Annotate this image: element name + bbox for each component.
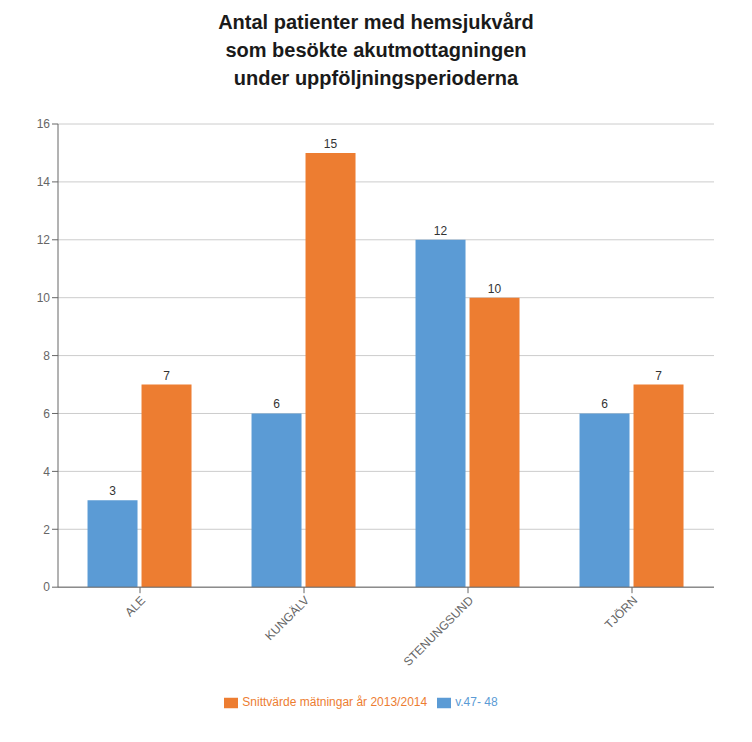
svg-text:6: 6 bbox=[43, 407, 50, 421]
svg-text:6: 6 bbox=[273, 397, 280, 411]
html-text:Snittvärde mätningar år 2013/2: Snittvärde mätningar år 2013/2014 bbox=[242, 695, 428, 710]
svg-text:12: 12 bbox=[434, 224, 448, 238]
svg-text:STENUNGSUND: STENUNGSUND bbox=[401, 593, 477, 669]
svg-text:10: 10 bbox=[37, 291, 51, 305]
svg-text:7: 7 bbox=[163, 369, 170, 383]
svg-text:8: 8 bbox=[43, 349, 50, 363]
svg-text:TJÖRN: TJÖRN bbox=[602, 593, 640, 631]
svg-text:0: 0 bbox=[43, 580, 50, 594]
svg-text:2: 2 bbox=[43, 523, 50, 537]
html-text:Antal patienter med hemsjukvår: Antal patienter med hemsjukvård bbox=[218, 11, 534, 33]
svg-text:3: 3 bbox=[109, 484, 116, 498]
html-text:som besökte akutmottagningen: som besökte akutmottagningen bbox=[225, 39, 527, 61]
svg-text:15: 15 bbox=[324, 137, 338, 151]
html-text:v.47- 48: v.47- 48 bbox=[455, 695, 498, 710]
svg-text:16: 16 bbox=[37, 117, 51, 131]
svg-text:14: 14 bbox=[37, 175, 51, 189]
svg-text:6: 6 bbox=[601, 397, 608, 411]
svg-text:ALE: ALE bbox=[122, 593, 148, 619]
svg-text:4: 4 bbox=[43, 465, 50, 479]
svg-text:12: 12 bbox=[37, 233, 51, 247]
html-text:under uppföljningsperioderna: under uppföljningsperioderna bbox=[233, 67, 519, 89]
svg-text:KUNGÄLV: KUNGÄLV bbox=[262, 593, 312, 643]
svg-text:10: 10 bbox=[488, 282, 502, 296]
svg-text:7: 7 bbox=[655, 369, 662, 383]
